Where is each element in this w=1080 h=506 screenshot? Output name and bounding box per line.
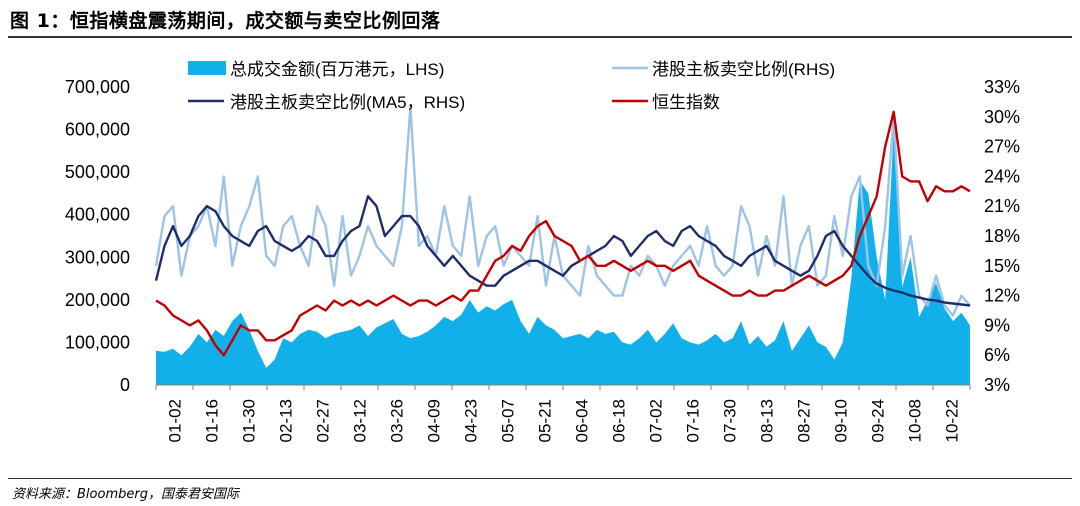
x-axis-tick-label: 02-27 — [314, 399, 333, 442]
x-axis-tick-label: 09-10 — [832, 399, 851, 442]
right-axis-tick-label: 12% — [984, 286, 1020, 306]
left-axis-tick-label: 0 — [120, 375, 130, 395]
x-axis-tick-label: 04-23 — [462, 399, 481, 442]
x-axis-tick-label: 08-27 — [795, 399, 814, 442]
right-axis-tick-label: 6% — [984, 345, 1010, 365]
x-axis-tick-label: 06-18 — [610, 399, 629, 442]
left-axis-tick-label: 500,000 — [65, 162, 130, 182]
turnover-area — [156, 129, 970, 385]
left-axis-tick-label: 100,000 — [65, 332, 130, 352]
source-rule — [8, 478, 1072, 479]
legend-label-short-ratio: 港股主板卖空比例(RHS) — [652, 60, 835, 79]
hsi-line — [155, 110, 971, 357]
x-axis-tick-label: 03-26 — [388, 399, 407, 442]
left-axis-tick-label: 200,000 — [65, 290, 130, 310]
x-axis-tick-label: 06-04 — [573, 399, 592, 442]
right-axis-tick-label: 21% — [984, 196, 1020, 216]
right-axis-tick-label: 24% — [984, 166, 1020, 186]
right-axis-tick-label: 15% — [984, 256, 1020, 276]
left-axis-tick-label: 400,000 — [65, 205, 130, 225]
x-axis-tick-label: 03-12 — [351, 399, 370, 442]
title-rule — [8, 36, 1072, 38]
x-axis-tick-label: 07-02 — [647, 399, 666, 442]
x-axis-tick-label: 05-21 — [536, 399, 555, 442]
right-axis-tick-label: 9% — [984, 315, 1010, 335]
x-axis-tick-label: 09-24 — [869, 399, 888, 442]
chart-title: 图 1：恒指横盘震荡期间，成交额与卖空比例回落 — [10, 10, 441, 32]
legend: 总成交金额(百万港元，LHS) 港股主板卖空比例(RHS) 港股主板卖空比例(MA5… — [188, 60, 835, 112]
right-axis-tick-label: 18% — [984, 226, 1020, 246]
legend-label-hsi: 恒生指数 — [652, 93, 720, 112]
left-axis-tick-label: 600,000 — [65, 120, 130, 140]
short-ratio-line — [154, 105, 971, 317]
legend-swatch-turnover — [188, 61, 226, 75]
right-axis-tick-label: 33% — [984, 77, 1020, 97]
lines-layer — [154, 105, 971, 357]
x-axis-tick-label: 01-02 — [166, 399, 185, 442]
turnover-area-layer — [156, 129, 970, 385]
x-axis-tick-label: 07-16 — [684, 399, 703, 442]
x-axis-tick-label: 04-09 — [425, 399, 444, 442]
x-axis-tick-label: 08-13 — [758, 399, 777, 442]
short-ratio-ma5-line — [154, 195, 971, 307]
right-axis-tick-label: 30% — [984, 107, 1020, 127]
left-axis-tick-label: 300,000 — [65, 247, 130, 267]
x-axis-tick-label: 02-13 — [277, 399, 296, 442]
right-axis-tick-label: 3% — [984, 375, 1010, 395]
legend-label-short-ma5: 港股主板卖空比例(MA5，RHS) — [230, 93, 465, 112]
x-axis-tick-label: 01-30 — [240, 399, 259, 442]
x-axis-tick-label: 10-08 — [906, 399, 925, 442]
source-note: 资料来源：Bloomberg，国泰君安国际 — [12, 487, 239, 502]
x-axis-tick-label: 01-16 — [203, 399, 222, 442]
x-axis-tick-label: 07-30 — [721, 399, 740, 442]
legend-label-turnover: 总成交金额(百万港元，LHS) — [230, 60, 444, 79]
right-axis-tick-label: 27% — [984, 137, 1020, 157]
left-axis-tick-label: 700,000 — [65, 77, 130, 97]
x-axis-tick-label: 05-07 — [499, 399, 518, 442]
x-axis-tick-label: 10-22 — [943, 399, 962, 442]
